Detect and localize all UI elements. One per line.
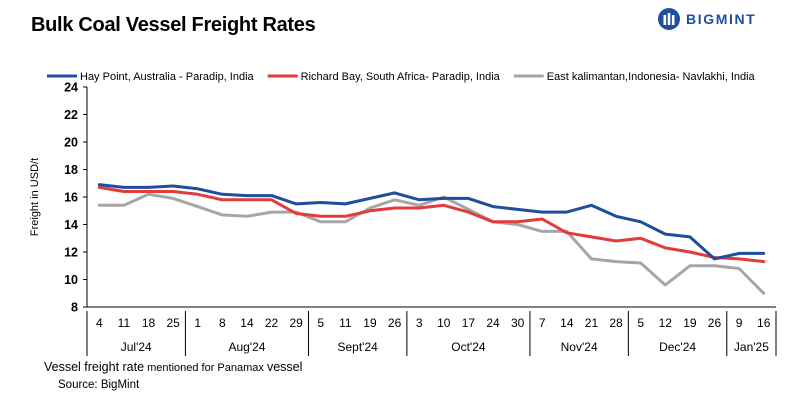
month-label-1: Aug'24 [228,340,265,354]
y-tick-label-14: 14 [64,218,78,232]
x-tick-label-0: 4 [96,316,103,330]
x-tick-label-21: 28 [609,316,623,330]
y-tick-label-20: 20 [64,136,78,150]
x-tick-label-10: 11 [339,316,352,330]
y-tick-label-18: 18 [64,163,78,177]
chart-title: Bulk Coal Vessel Freight Rates [31,14,316,36]
x-tick-label-19: 14 [560,316,574,330]
x-tick-label-24: 19 [683,316,697,330]
legend-label-0: Hay Point, Australia - Paradip, India [80,71,255,83]
legend-label-1: Richard Bay, South Africa- Paradip, Indi… [301,71,501,83]
y-axis-title: Freight in USD/t [29,158,41,236]
month-label-5: Dec'24 [659,340,696,354]
x-tick-label-18: 7 [539,316,546,330]
x-tick-label-16: 24 [486,316,500,330]
x-tick-label-27: 16 [757,316,771,330]
x-tick-label-23: 12 [659,316,673,330]
month-label-3: Oct'24 [451,340,486,354]
x-tick-label-20: 21 [585,316,599,330]
source-note: Source: BigMint [58,379,140,391]
x-tick-label-8: 29 [289,316,303,330]
x-tick-label-5: 8 [219,316,226,330]
footnote-end: vessel [266,360,303,374]
x-tick-label-11: 19 [363,316,377,330]
month-label-0: Jul'24 [121,340,152,354]
x-tick-label-13: 3 [416,316,423,330]
x-tick-label-3: 25 [166,316,180,330]
x-tick-label-14: 10 [437,316,451,330]
x-tick-label-12: 26 [388,316,402,330]
x-tick-label-15: 17 [462,316,476,330]
bigmint-logo: BIGMINT [656,6,756,32]
x-tick-label-17: 30 [511,316,525,330]
x-tick-label-6: 14 [240,316,254,330]
series-line-2 [97,192,766,295]
month-label-4: Nov'24 [561,340,598,354]
x-tick-label-26: 9 [736,316,743,330]
x-tick-label-25: 26 [708,316,722,330]
x-tick-label-2: 18 [142,316,156,330]
x-tick-label-22: 5 [637,316,644,330]
y-tick-label-16: 16 [64,191,78,205]
x-tick-label-4: 1 [194,316,201,330]
legend-label-2: East kalimantan,Indonesia- Navlakhi, Ind… [547,71,756,83]
footnote: Vessel freight rate mentioned for Panama… [44,360,302,374]
x-tick-label-7: 22 [265,316,279,330]
y-tick-label-24: 24 [64,81,78,95]
footnote-main: Vessel freight rate [44,360,145,374]
bigmint-logo-text: BIGMINT [686,11,757,27]
x-tick-label-1: 11 [118,316,131,330]
y-tick-label-22: 22 [64,108,78,122]
y-tick-label-8: 8 [71,301,78,315]
y-tick-label-10: 10 [64,273,78,287]
month-label-2: Sept'24 [338,340,379,354]
footnote-small: mentioned for Panamax [144,362,267,374]
y-tick-label-12: 12 [64,246,78,260]
series-line-1 [97,185,766,264]
month-label-6: Jan'25 [734,340,769,354]
x-tick-label-9: 5 [317,316,324,330]
series-line-0 [97,183,766,261]
bigmint-logo-icon [658,8,680,30]
